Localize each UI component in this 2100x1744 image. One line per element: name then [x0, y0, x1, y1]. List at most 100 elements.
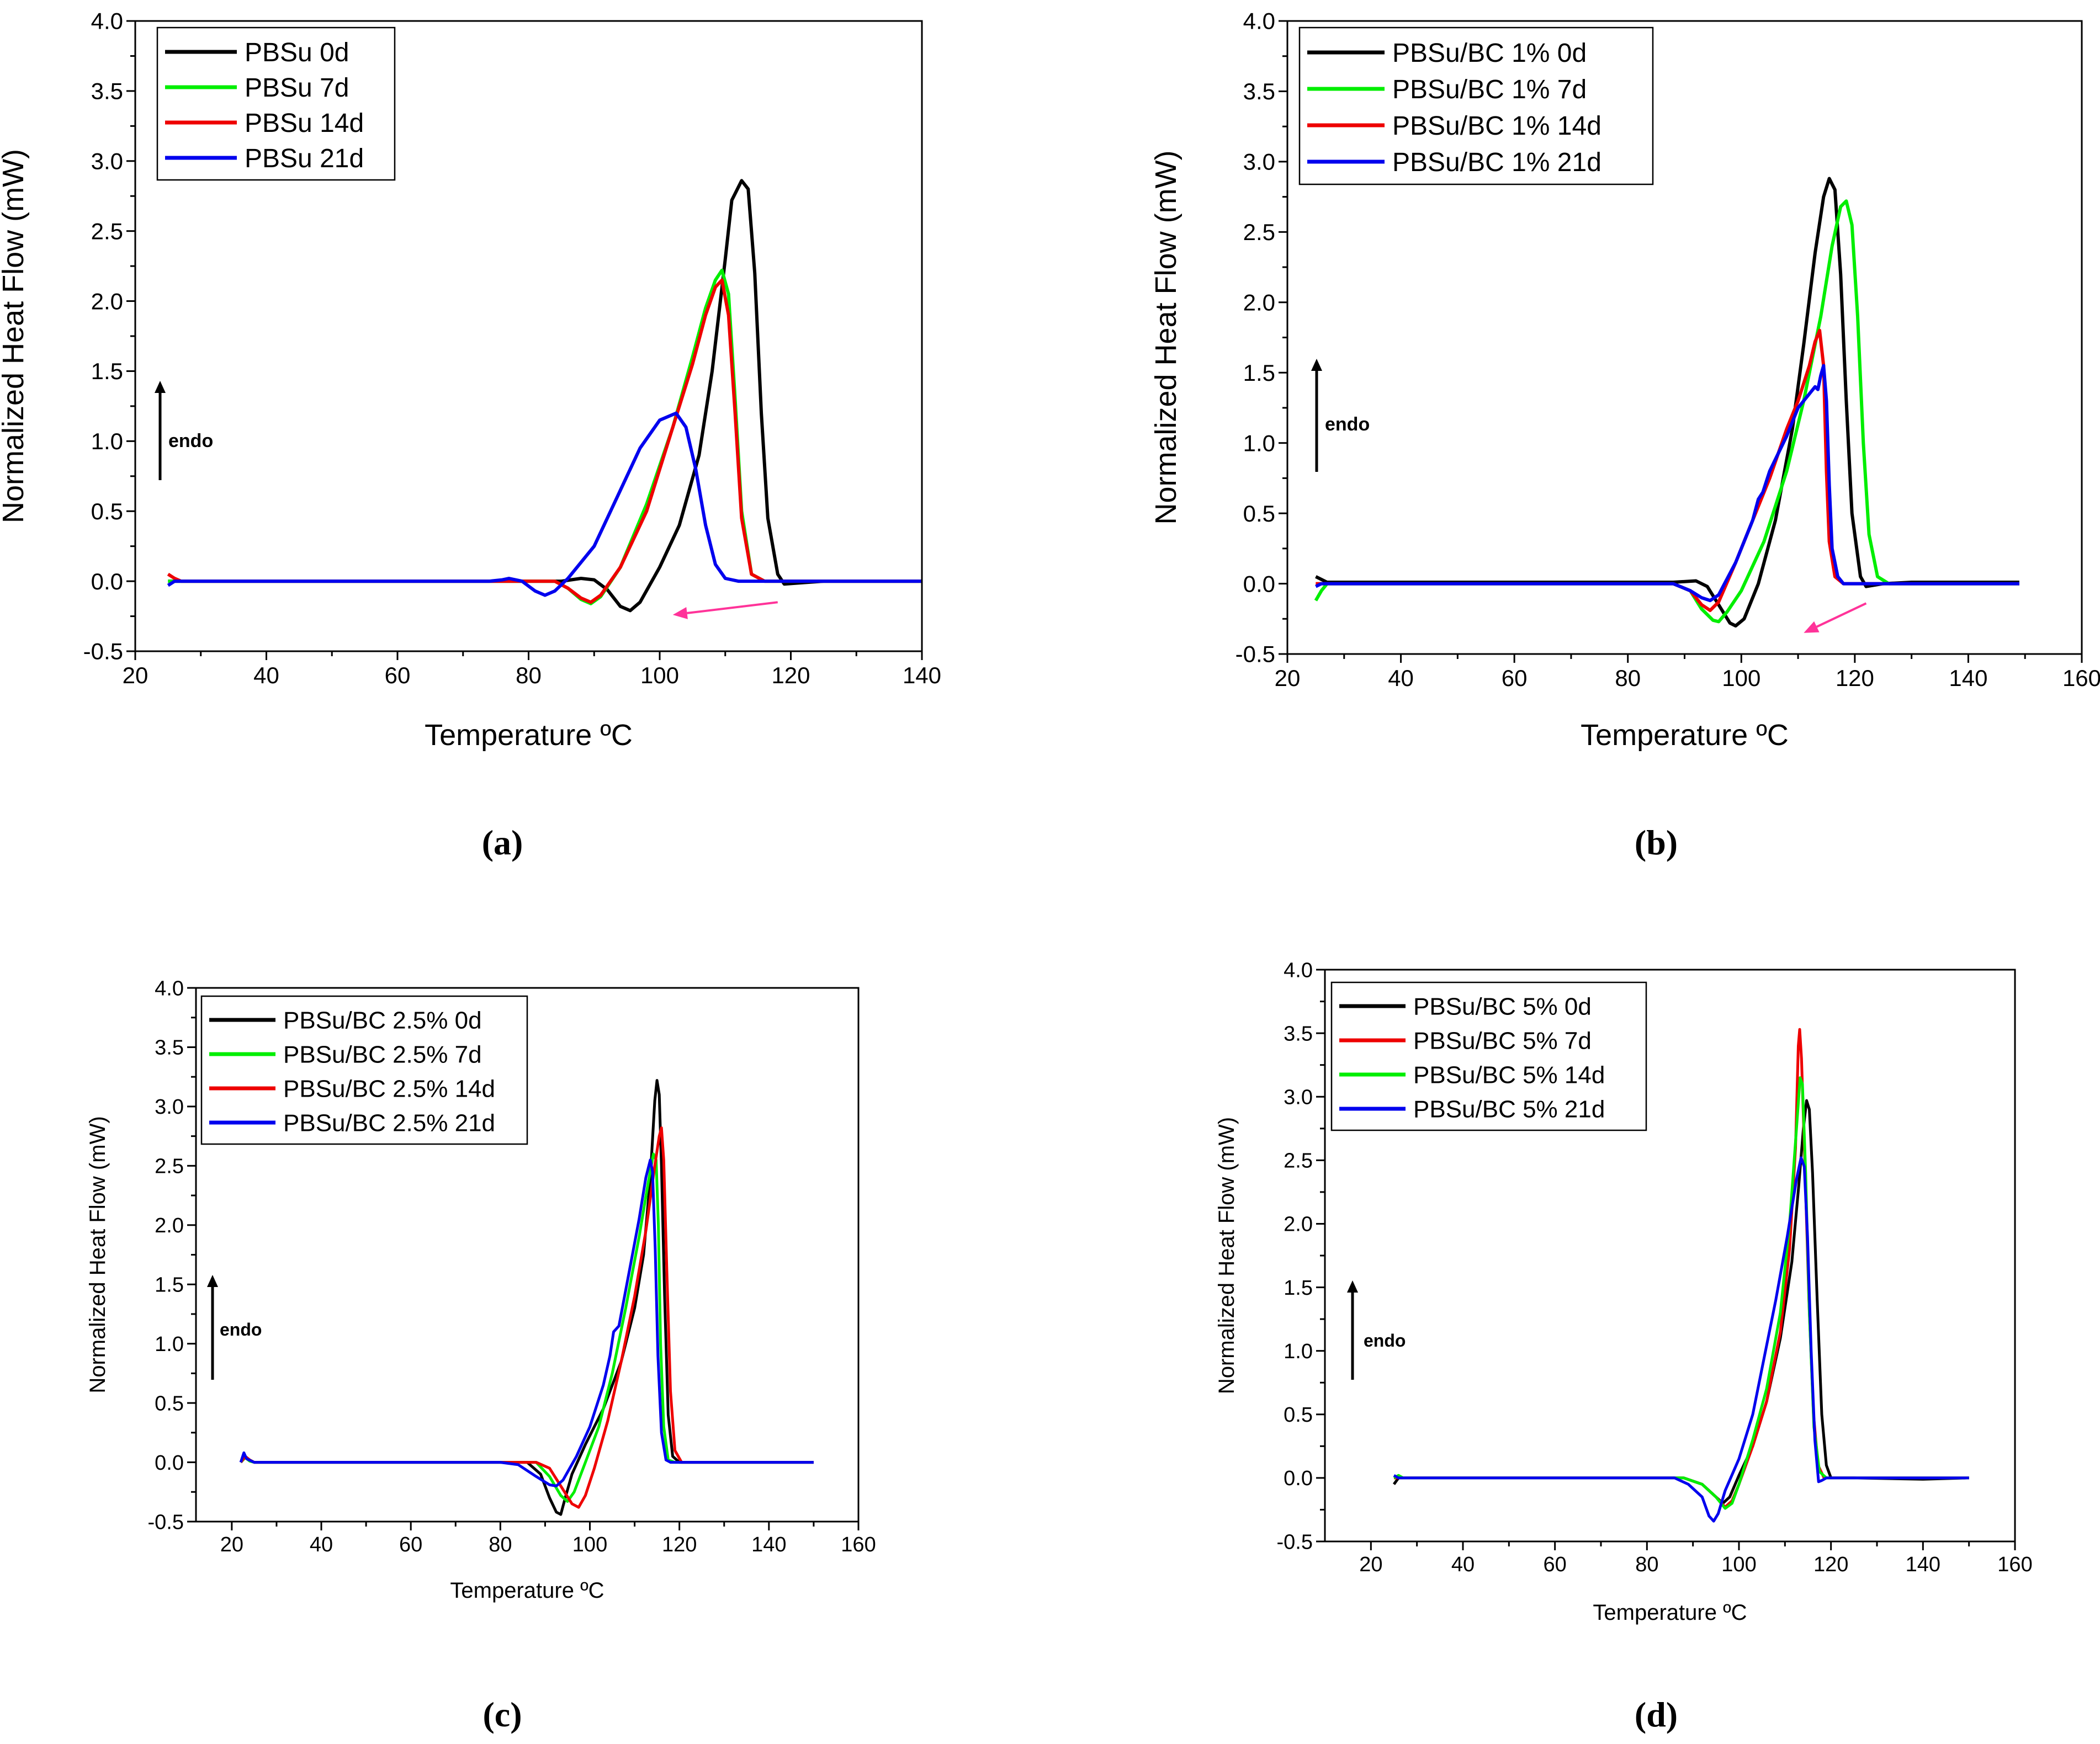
- caption-b: (b): [1634, 823, 1678, 862]
- y-tick-label: -0.5: [83, 639, 123, 664]
- x-tick-label: 120: [662, 1533, 697, 1556]
- x-tick-label: 140: [1906, 1553, 1940, 1576]
- legend-label-3: PBSu/BC 5% 21d: [1413, 1096, 1605, 1123]
- endo-label: endo: [168, 430, 213, 451]
- y-tick-label: 3.0: [1284, 1086, 1313, 1109]
- y-tick-label: 4.0: [91, 8, 123, 34]
- endo-arrow-icon: [155, 381, 166, 393]
- x-tick-label: 100: [572, 1533, 607, 1556]
- y-tick-label: -0.5: [1235, 641, 1275, 667]
- y-tick-label: 1.5: [91, 358, 123, 384]
- y-tick-label: 0.0: [155, 1451, 184, 1475]
- x-tick-label: 80: [1615, 665, 1641, 691]
- legend-label-1: PBSu/BC 1% 7d: [1392, 75, 1587, 104]
- shift-arrow-shaft: [1816, 602, 1867, 628]
- series-line-a-2: [167, 278, 922, 604]
- y-tick-label: -0.5: [148, 1511, 184, 1534]
- x-axis-title: Temperature ºC: [450, 1578, 604, 1603]
- shift-arrow-icon: [1804, 621, 1820, 633]
- x-axis-title: Temperature ºC: [1581, 719, 1789, 752]
- series-line-b-2: [1316, 328, 2019, 612]
- y-tick-label: 1.5: [1284, 1277, 1313, 1300]
- legend-label-3: PBSu 21d: [245, 144, 364, 173]
- x-tick-label: 60: [1544, 1553, 1567, 1576]
- y-tick-label: 3.5: [1243, 78, 1275, 104]
- series-line-d-3: [1393, 1156, 1969, 1523]
- y-tick-label: 4.0: [1284, 959, 1313, 982]
- series-line-b-0: [1315, 177, 2019, 628]
- y-tick-label: 1.5: [1243, 360, 1275, 386]
- y-tick-label: 2.0: [1284, 1213, 1313, 1236]
- caption-a: (a): [481, 823, 523, 862]
- x-tick-label: 120: [771, 662, 810, 688]
- y-tick-label: 1.0: [91, 428, 123, 454]
- endo-label: endo: [1325, 414, 1370, 435]
- shift-arrow-icon: [672, 607, 688, 619]
- y-tick-label: 4.0: [1243, 8, 1275, 34]
- legend-label-0: PBSu/BC 5% 0d: [1413, 993, 1592, 1020]
- x-tick-label: 160: [2062, 665, 2100, 691]
- y-axis-title: Normalized Heat Flow (mW): [86, 1116, 110, 1393]
- chart-panel-a: 20 40 60 80 100 120 140 -0.5 0.0 0.5 1.0 1.5 2.0 2.5 3…: [0, 8, 941, 752]
- legend-label-1: PBSu/BC 2.5% 7d: [283, 1041, 482, 1068]
- x-tick-label: 40: [1388, 665, 1414, 691]
- x-tick-label: 100: [1721, 1553, 1756, 1576]
- y-tick-label: 1.0: [1243, 430, 1275, 456]
- y-axis-title: Normalized Heat Flow (mW): [1149, 150, 1182, 524]
- x-tick-label: 160: [1997, 1553, 2032, 1576]
- y-axis-title: Normalized Heat Flow (mW): [0, 149, 30, 523]
- series-line-a-1: [168, 268, 922, 605]
- y-tick-label: 3.0: [155, 1096, 184, 1119]
- y-tick-label: -0.5: [1277, 1530, 1313, 1554]
- series-line-b-1: [1314, 199, 2019, 624]
- x-tick-label: 60: [1502, 665, 1528, 691]
- x-tick-label: 80: [516, 662, 542, 688]
- y-tick-label: 3.0: [1243, 149, 1275, 175]
- y-tick-label: 3.0: [91, 148, 123, 174]
- endo-arrow-icon: [207, 1275, 218, 1287]
- series-line-d-0: [1392, 1099, 1969, 1505]
- x-tick-label: 20: [1275, 665, 1301, 691]
- x-tick-label: 80: [1635, 1553, 1658, 1576]
- x-tick-label: 20: [123, 662, 149, 688]
- caption-d: (d): [1634, 1695, 1678, 1734]
- x-tick-label: 160: [841, 1533, 876, 1556]
- legend-label-2: PBSu/BC 5% 14d: [1413, 1061, 1605, 1088]
- y-tick-label: 3.5: [91, 78, 123, 104]
- y-tick-label: 1.0: [155, 1333, 184, 1356]
- y-tick-label: 2.0: [91, 288, 123, 314]
- y-tick-label: 2.0: [1243, 289, 1275, 315]
- x-tick-label: 40: [253, 662, 279, 688]
- x-tick-label: 100: [640, 662, 679, 688]
- series-line-c-1: [240, 1152, 814, 1503]
- chart-panel-c: 20 40 60 80 100 120 140 160 -0.5 0.0 0.5 1.0 1.5 2.0 2…: [86, 977, 876, 1603]
- y-tick-label: 0.5: [1243, 501, 1275, 527]
- x-axis-title: Temperature ºC: [1593, 1601, 1747, 1625]
- x-tick-label: 40: [1451, 1553, 1475, 1576]
- y-axis-title: Normalized Heat Flow (mW): [1215, 1117, 1239, 1394]
- endo-arrow-icon: [1347, 1280, 1358, 1293]
- x-tick-label: 140: [751, 1533, 786, 1556]
- series-line-a-0: [168, 179, 922, 613]
- legend-label-1: PBSu 7d: [245, 73, 349, 103]
- y-tick-label: 2.5: [1284, 1150, 1313, 1173]
- x-tick-label: 120: [1813, 1553, 1848, 1576]
- y-tick-label: 1.5: [155, 1274, 184, 1297]
- y-tick-label: 0.0: [1243, 571, 1275, 597]
- series-line-c-3: [239, 1158, 814, 1487]
- chart-panel-d: 20 40 60 80 100 120 140 160 -0.5 0.0 0.5 1.0 1.5 2.0 2…: [1215, 959, 2033, 1625]
- x-tick-label: 20: [1359, 1553, 1382, 1576]
- y-tick-label: 0.0: [91, 568, 123, 594]
- y-tick-label: 3.5: [1284, 1022, 1313, 1045]
- y-tick-label: 0.5: [91, 498, 123, 524]
- chart-panel-b: 20 40 60 80 100 120 140 160 -0.5 0.0 0.5 1.0 1.5 2.0 2…: [1149, 8, 2100, 752]
- y-tick-label: 2.0: [155, 1214, 184, 1237]
- x-tick-label: 60: [385, 662, 411, 688]
- y-tick-label: 4.0: [155, 977, 184, 1000]
- legend-label-3: PBSu/BC 1% 21d: [1392, 148, 1601, 177]
- x-tick-label: 80: [489, 1533, 512, 1556]
- y-tick-label: 2.5: [91, 218, 123, 244]
- y-tick-label: 2.5: [1243, 219, 1275, 245]
- series-line-c-0: [240, 1079, 814, 1516]
- series-line-a-3: [167, 411, 922, 597]
